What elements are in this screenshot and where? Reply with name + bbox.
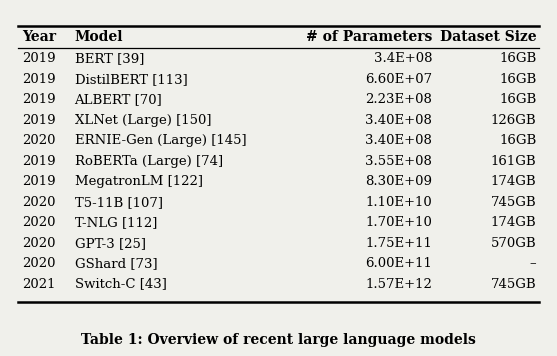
Text: –: – [530, 257, 536, 270]
Text: 570GB: 570GB [491, 237, 536, 250]
Text: 2019: 2019 [22, 175, 56, 188]
Text: 3.55E+08: 3.55E+08 [365, 155, 432, 168]
Text: BERT [39]: BERT [39] [75, 52, 144, 66]
Text: 3.40E+08: 3.40E+08 [365, 114, 432, 127]
Text: 2021: 2021 [22, 278, 56, 290]
Text: T5-11B [107]: T5-11B [107] [75, 196, 163, 209]
Text: 6.60E+07: 6.60E+07 [365, 73, 432, 86]
Text: T-NLG [112]: T-NLG [112] [75, 216, 157, 229]
Text: 2020: 2020 [22, 216, 56, 229]
Text: # of Parameters: # of Parameters [306, 30, 432, 44]
Text: Dataset Size: Dataset Size [439, 30, 536, 44]
Text: GPT-3 [25]: GPT-3 [25] [75, 237, 145, 250]
Text: 2019: 2019 [22, 155, 56, 168]
Text: 2020: 2020 [22, 196, 56, 209]
Text: 16GB: 16GB [499, 93, 536, 106]
Text: 745GB: 745GB [491, 196, 536, 209]
Text: 1.70E+10: 1.70E+10 [365, 216, 432, 229]
Text: ERNIE-Gen (Large) [145]: ERNIE-Gen (Large) [145] [75, 134, 246, 147]
Text: GShard [73]: GShard [73] [75, 257, 157, 270]
Text: XLNet (Large) [150]: XLNet (Large) [150] [75, 114, 211, 127]
Text: Model: Model [75, 30, 123, 44]
Text: 8.30E+09: 8.30E+09 [365, 175, 432, 188]
Text: 161GB: 161GB [491, 155, 536, 168]
Text: 174GB: 174GB [491, 216, 536, 229]
Text: 1.57E+12: 1.57E+12 [365, 278, 432, 290]
Text: 6.00E+11: 6.00E+11 [365, 257, 432, 270]
Text: 126GB: 126GB [491, 114, 536, 127]
Text: 3.4E+08: 3.4E+08 [374, 52, 432, 66]
Text: 2019: 2019 [22, 73, 56, 86]
Text: 174GB: 174GB [491, 175, 536, 188]
Text: 2020: 2020 [22, 134, 56, 147]
Text: 2.23E+08: 2.23E+08 [365, 93, 432, 106]
Text: 16GB: 16GB [499, 134, 536, 147]
Text: 1.75E+11: 1.75E+11 [365, 237, 432, 250]
Text: Switch-C [43]: Switch-C [43] [75, 278, 167, 290]
Text: 16GB: 16GB [499, 73, 536, 86]
Text: MegatronLM [122]: MegatronLM [122] [75, 175, 203, 188]
Text: Year: Year [22, 30, 56, 44]
Text: Table 1: Overview of recent large language models: Table 1: Overview of recent large langua… [81, 334, 476, 347]
Text: 2019: 2019 [22, 114, 56, 127]
Text: DistilBERT [113]: DistilBERT [113] [75, 73, 187, 86]
Text: 2019: 2019 [22, 52, 56, 66]
Text: 2020: 2020 [22, 257, 56, 270]
Text: 2020: 2020 [22, 237, 56, 250]
Text: 1.10E+10: 1.10E+10 [365, 196, 432, 209]
Text: 745GB: 745GB [491, 278, 536, 290]
Text: RoBERTa (Large) [74]: RoBERTa (Large) [74] [75, 155, 223, 168]
Text: 3.40E+08: 3.40E+08 [365, 134, 432, 147]
Text: 16GB: 16GB [499, 52, 536, 66]
Text: 2019: 2019 [22, 93, 56, 106]
Text: ALBERT [70]: ALBERT [70] [75, 93, 162, 106]
